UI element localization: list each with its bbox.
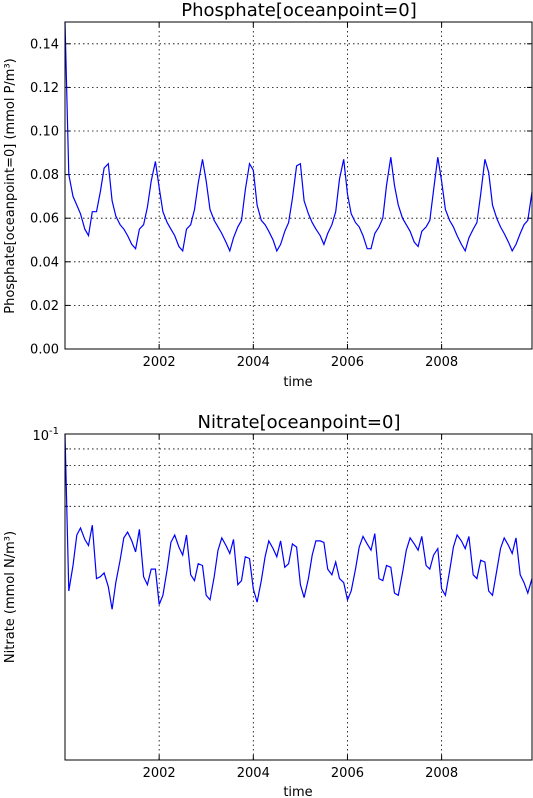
chart-title: Phosphate[oceanpoint=0]: [181, 0, 417, 21]
x-tick-label: 2004: [237, 766, 270, 781]
x-tick-label: 2002: [143, 766, 176, 781]
x-tick-label: 2006: [331, 355, 364, 370]
series: [64, 21, 533, 253]
y-tick-label: 0.02: [30, 299, 59, 314]
phosphate-chart: Phosphate[oceanpoint=0] 2002 2004 2006 2008…: [3, 0, 533, 390]
series-line: [64, 433, 533, 610]
y-tick-label: 0.12: [30, 81, 59, 96]
y-axis-label: Nitrate (mmol N/m³): [3, 531, 18, 663]
chart-title: Nitrate[oceanpoint=0]: [198, 412, 401, 433]
x-tick-label: 2006: [331, 766, 364, 781]
y-tick-label: 0.00: [30, 343, 59, 358]
x-axis-label: time: [283, 785, 312, 798]
series-line: [64, 21, 533, 253]
axis-ticks: 2002 2004 2006 2008 0.00 0.02 0.04 0.06 0.08 0.10…: [30, 22, 532, 370]
plot-frame: [64, 433, 533, 761]
grid: [65, 434, 532, 760]
y-tick-label: 10-1: [32, 426, 59, 444]
nitrate-chart: Nitrate[oceanpoint=0] 2002 2004 2006 2008 10…: [3, 412, 533, 798]
series: [64, 433, 533, 610]
grid: [65, 22, 532, 349]
y-tick-label: 0.10: [30, 125, 59, 140]
plot-frame: [64, 21, 533, 350]
y-axis-label: Phosphate[oceanpoint=0] (mmol P/m³): [3, 58, 18, 314]
y-tick-label: 0.06: [30, 212, 59, 227]
x-tick-label: 2008: [425, 355, 458, 370]
y-tick-label: 0.04: [30, 255, 59, 270]
y-tick-label: 0.14: [30, 37, 59, 52]
y-tick-label: 0.08: [30, 168, 59, 183]
axis-ticks: 2002 2004 2006 2008 10-1: [32, 426, 532, 781]
x-tick-label: 2004: [237, 355, 270, 370]
x-axis-label: time: [283, 375, 312, 390]
x-tick-label: 2002: [143, 355, 176, 370]
x-tick-label: 2008: [425, 766, 458, 781]
